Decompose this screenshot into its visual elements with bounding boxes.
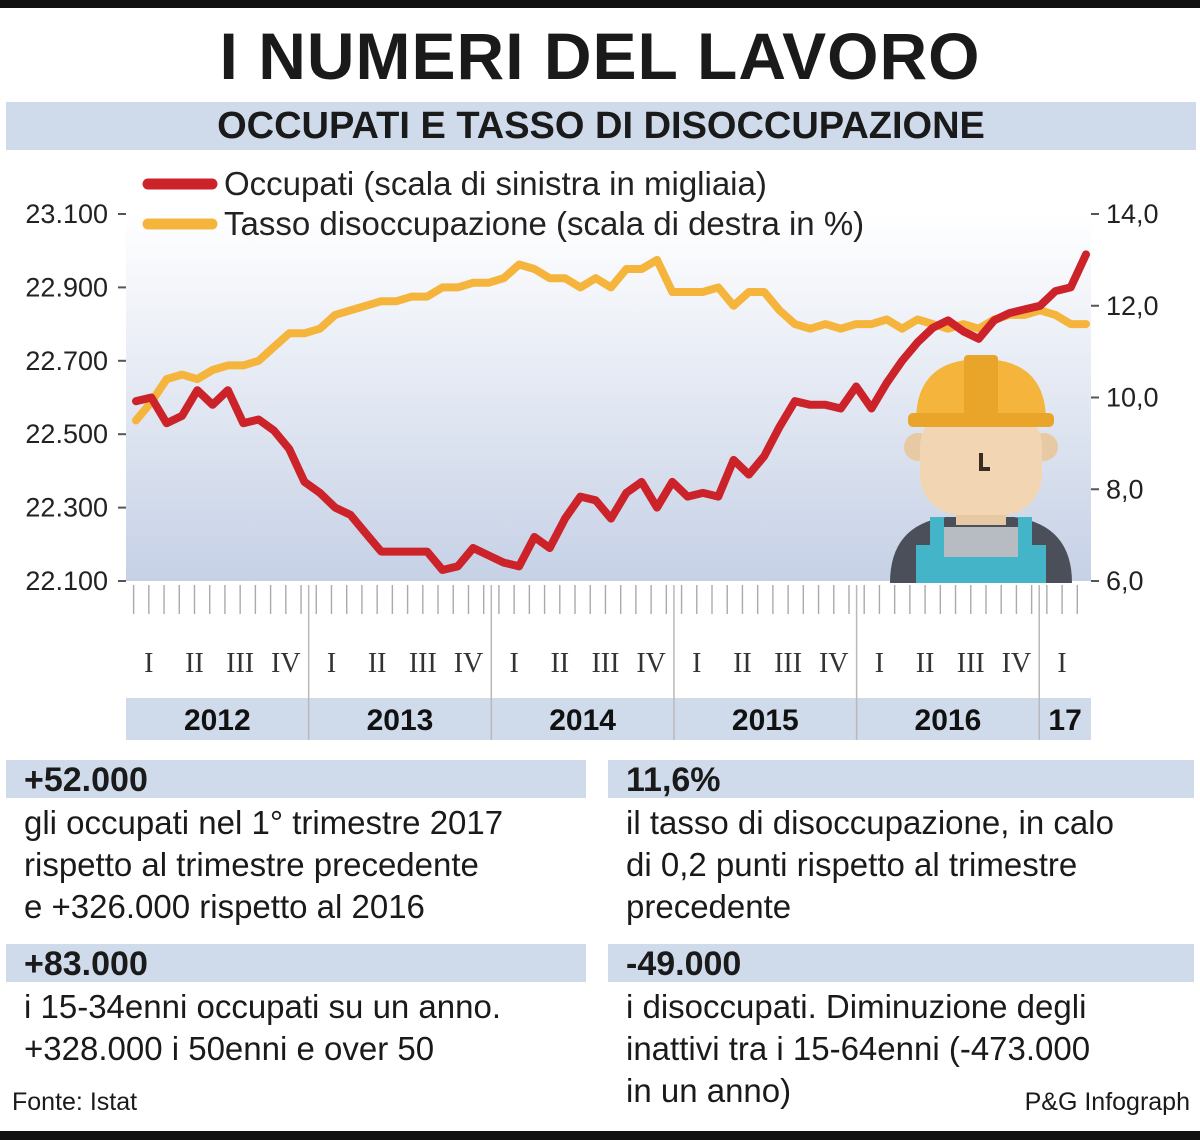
stat-value: -49.000 bbox=[608, 944, 1194, 983]
stat-box-unemployed: -49.000 i disoccupati. Diminuzione degli… bbox=[608, 944, 1194, 1112]
quarter-label: I bbox=[692, 648, 701, 679]
quarter-label: II bbox=[368, 648, 387, 679]
year-label: 17 bbox=[1048, 704, 1081, 737]
quarter-label: III bbox=[409, 648, 437, 679]
credit-note: P&G Infograph bbox=[1024, 1088, 1190, 1116]
quarter-label: II bbox=[550, 648, 569, 679]
quarter-label: I bbox=[509, 648, 518, 679]
quarter-label: IV bbox=[819, 648, 849, 679]
quarter-label: III bbox=[957, 648, 985, 679]
stat-box-employed: +52.000 gli occupati nel 1° trimestre 20… bbox=[6, 760, 586, 928]
stat-box-young-employed: +83.000 i 15-34enni occupati su un anno.… bbox=[6, 944, 586, 1070]
quarter-label: II bbox=[916, 648, 935, 679]
stat-description: i 15-34enni occupati su un anno. +328.00… bbox=[24, 988, 502, 1067]
year-label: 2014 bbox=[549, 704, 616, 737]
y-right-tick-label: 8,0 bbox=[1106, 474, 1144, 504]
quarter-label: III bbox=[226, 648, 254, 679]
y-right-tick-label: 10,0 bbox=[1106, 383, 1159, 413]
series-line-occupati bbox=[132, 250, 1090, 574]
top-rule bbox=[0, 0, 1200, 8]
quarter-label: III bbox=[774, 648, 802, 679]
quarter-label: I bbox=[327, 648, 336, 679]
y-left-tick-label: 22.100 bbox=[25, 566, 108, 596]
quarter-label: I bbox=[875, 648, 884, 679]
worker-hardhat-icon bbox=[890, 355, 1072, 583]
y-left-tick-label: 22.900 bbox=[25, 272, 108, 302]
stat-value: 11,6% bbox=[608, 760, 1194, 799]
chart-subtitle: OCCUPATI E TASSO DI DISOCCUPAZIONE bbox=[6, 102, 1196, 150]
year-label: 2013 bbox=[367, 704, 434, 737]
quarter-label: IV bbox=[1002, 648, 1032, 679]
quarter-label: IV bbox=[636, 648, 666, 679]
stat-description: gli occupati nel 1° trimestre 2017 rispe… bbox=[24, 804, 504, 925]
quarter-label: IV bbox=[454, 648, 484, 679]
source-note: Fonte: Istat bbox=[12, 1088, 138, 1116]
quarter-label: II bbox=[185, 648, 204, 679]
quarter-label: I bbox=[144, 648, 153, 679]
year-label: 2012 bbox=[184, 704, 251, 737]
y-left-tick-label: 22.500 bbox=[25, 419, 108, 449]
legend-label: Tasso disoccupazione (scala di destra in… bbox=[224, 205, 864, 242]
quarter-label: II bbox=[733, 648, 752, 679]
page-title: I NUMERI DEL LAVORO bbox=[219, 19, 981, 93]
quarter-axis-area bbox=[126, 581, 1091, 698]
quarter-label: III bbox=[591, 648, 619, 679]
year-label: 2016 bbox=[915, 704, 982, 737]
chart: 23.100 22.900 22.700 22.500 22.300 22.100 14,0… bbox=[25, 165, 1159, 740]
y-right-tick-label: 14,0 bbox=[1106, 199, 1159, 229]
bottom-rule bbox=[0, 1131, 1200, 1140]
quarter-label: I bbox=[1057, 648, 1066, 679]
stat-box-unemployment-rate: 11,6% il tasso di disoccupazione, in cal… bbox=[608, 760, 1194, 928]
y-left-tick-label: 22.700 bbox=[25, 346, 108, 376]
y-right-tick-label: 6,0 bbox=[1106, 566, 1144, 596]
legend-label: Occupati (scala di sinistra in migliaia) bbox=[224, 165, 767, 202]
quarter-label: IV bbox=[271, 648, 301, 679]
year-band bbox=[126, 698, 1091, 740]
y-right-tick-label: 12,0 bbox=[1106, 291, 1159, 321]
year-label: 2015 bbox=[732, 704, 799, 737]
y-left-tick-label: 23.100 bbox=[25, 199, 108, 229]
stat-description: il tasso di disoccupazione, in calo di 0… bbox=[626, 804, 1114, 925]
series-line-tasso-disoccupazione bbox=[132, 255, 1090, 425]
y-left-tick-label: 22.300 bbox=[25, 493, 108, 523]
stat-description: i disoccupati. Diminuzione degli inattiv… bbox=[626, 988, 1091, 1109]
stat-value: +52.000 bbox=[6, 760, 586, 799]
stat-value: +83.000 bbox=[6, 944, 586, 983]
